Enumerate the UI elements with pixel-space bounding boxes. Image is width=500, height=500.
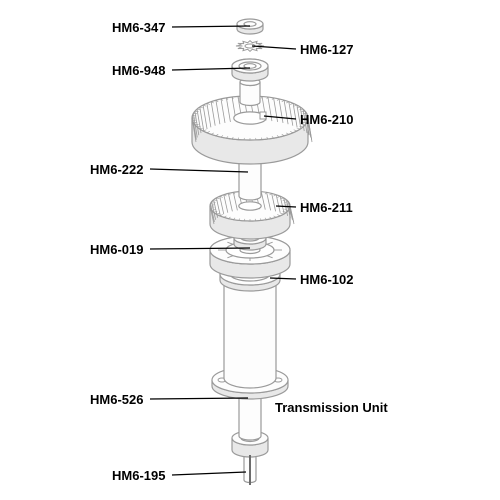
part-label-HM6-222: HM6-222 bbox=[90, 162, 143, 177]
part-label-HM6-195: HM6-195 bbox=[112, 468, 165, 483]
part-label-HM6-948: HM6-948 bbox=[112, 63, 165, 78]
part-label-HM6-211: HM6-211 bbox=[300, 200, 353, 215]
part-label-HM6-347: HM6-347 bbox=[112, 20, 165, 35]
diagram-title: Transmission Unit bbox=[275, 400, 388, 415]
part-label-HM6-526: HM6-526 bbox=[90, 392, 143, 407]
part-label-HM6-102: HM6-102 bbox=[300, 272, 353, 287]
part-label-HM6-019: HM6-019 bbox=[90, 242, 143, 257]
part-label-HM6-127: HM6-127 bbox=[300, 42, 353, 57]
part-label-HM6-210: HM6-210 bbox=[300, 112, 353, 127]
exploded-view-diagram bbox=[0, 0, 500, 500]
